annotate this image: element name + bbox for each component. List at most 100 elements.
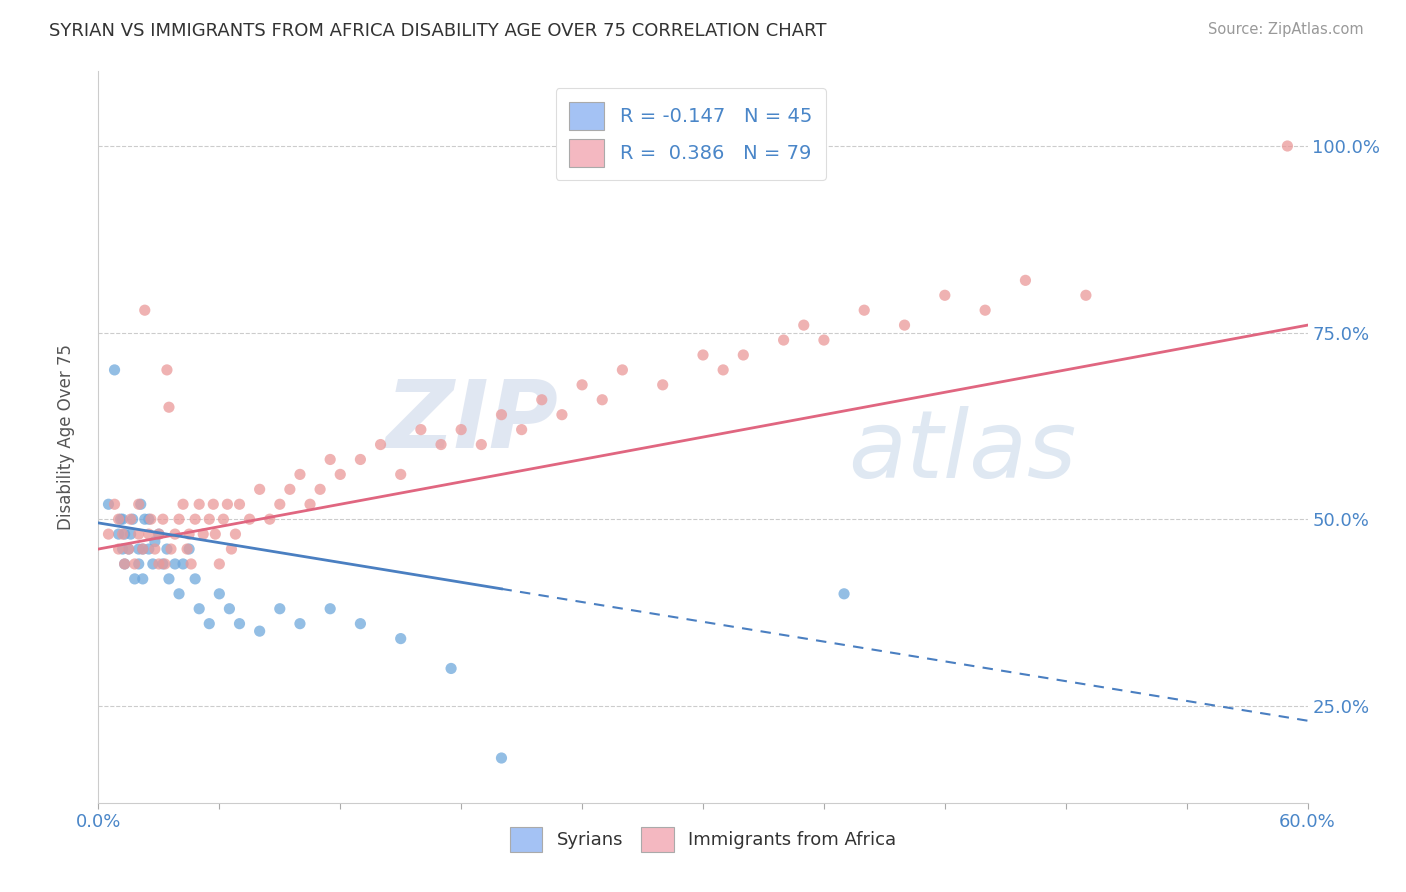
Point: [179, 542, 201, 557]
Point: [188, 601, 211, 615]
Point: [132, 542, 155, 557]
Point: [319, 452, 342, 467]
Point: [103, 497, 125, 511]
Point: [692, 348, 714, 362]
Point: [134, 303, 156, 318]
Point: [160, 542, 183, 557]
Point: [651, 377, 673, 392]
Point: [221, 542, 243, 557]
Point: [110, 512, 132, 526]
Point: [142, 557, 165, 571]
Point: [167, 587, 190, 601]
Point: [430, 437, 453, 451]
Point: [813, 333, 835, 347]
Point: [114, 557, 136, 571]
Point: [134, 512, 156, 526]
Point: [114, 527, 136, 541]
Point: [269, 497, 291, 511]
Point: [111, 512, 134, 526]
Point: [288, 616, 311, 631]
Point: [148, 527, 170, 541]
Point: [491, 408, 513, 422]
Point: [349, 452, 371, 467]
Point: [491, 751, 513, 765]
Point: [128, 497, 150, 511]
Point: [349, 616, 371, 631]
Point: [132, 542, 155, 557]
Point: [571, 377, 593, 392]
Point: [128, 527, 150, 541]
Point: [111, 527, 134, 541]
Point: [103, 363, 125, 377]
Text: ZIP: ZIP: [385, 376, 558, 468]
Point: [172, 557, 194, 571]
Point: [1277, 139, 1299, 153]
Point: [208, 587, 231, 601]
Point: [612, 363, 634, 377]
Point: [167, 512, 190, 526]
Point: [217, 497, 239, 511]
Point: [239, 512, 262, 526]
Text: atlas: atlas: [848, 406, 1077, 497]
Point: [551, 408, 574, 422]
Point: [114, 557, 136, 571]
Point: [111, 542, 134, 557]
Point: [530, 392, 553, 407]
Point: [118, 542, 141, 557]
Text: SYRIAN VS IMMIGRANTS FROM AFRICA DISABILITY AGE OVER 75 CORRELATION CHART: SYRIAN VS IMMIGRANTS FROM AFRICA DISABIL…: [49, 22, 827, 40]
Point: [148, 527, 170, 541]
Point: [107, 542, 129, 557]
Point: [193, 527, 215, 541]
Point: [124, 572, 146, 586]
Point: [208, 557, 231, 571]
Point: [179, 527, 201, 541]
Point: [269, 601, 291, 615]
Point: [198, 616, 221, 631]
Point: [157, 572, 180, 586]
Point: [129, 497, 152, 511]
Point: [107, 527, 129, 541]
Point: [153, 557, 176, 571]
Point: [299, 497, 322, 511]
Point: [733, 348, 755, 362]
Point: [107, 512, 129, 526]
Point: [772, 333, 794, 347]
Point: [450, 423, 472, 437]
Point: [172, 497, 194, 511]
Point: [228, 497, 250, 511]
Point: [510, 423, 533, 437]
Point: [204, 527, 226, 541]
Point: [278, 483, 301, 497]
Point: [184, 512, 207, 526]
Point: [157, 401, 180, 415]
Point: [152, 512, 174, 526]
Point: [711, 363, 734, 377]
Point: [259, 512, 281, 526]
Point: [180, 557, 202, 571]
Point: [138, 542, 160, 557]
Point: [470, 437, 492, 451]
Point: [152, 557, 174, 571]
Point: [120, 527, 142, 541]
Point: [389, 467, 412, 482]
Point: [176, 542, 198, 557]
Point: [97, 497, 120, 511]
Point: [370, 437, 392, 451]
Point: [156, 363, 179, 377]
Point: [974, 303, 997, 318]
Point: [118, 542, 141, 557]
Point: [121, 512, 143, 526]
Point: [156, 542, 179, 557]
Point: [591, 392, 613, 407]
Point: [143, 534, 166, 549]
Point: [132, 572, 155, 586]
Point: [124, 557, 146, 571]
Point: [120, 512, 142, 526]
Point: [139, 512, 162, 526]
Point: [128, 542, 150, 557]
Point: [198, 512, 221, 526]
Point: [138, 527, 160, 541]
Point: [329, 467, 352, 482]
Point: [409, 423, 432, 437]
Point: [184, 572, 207, 586]
